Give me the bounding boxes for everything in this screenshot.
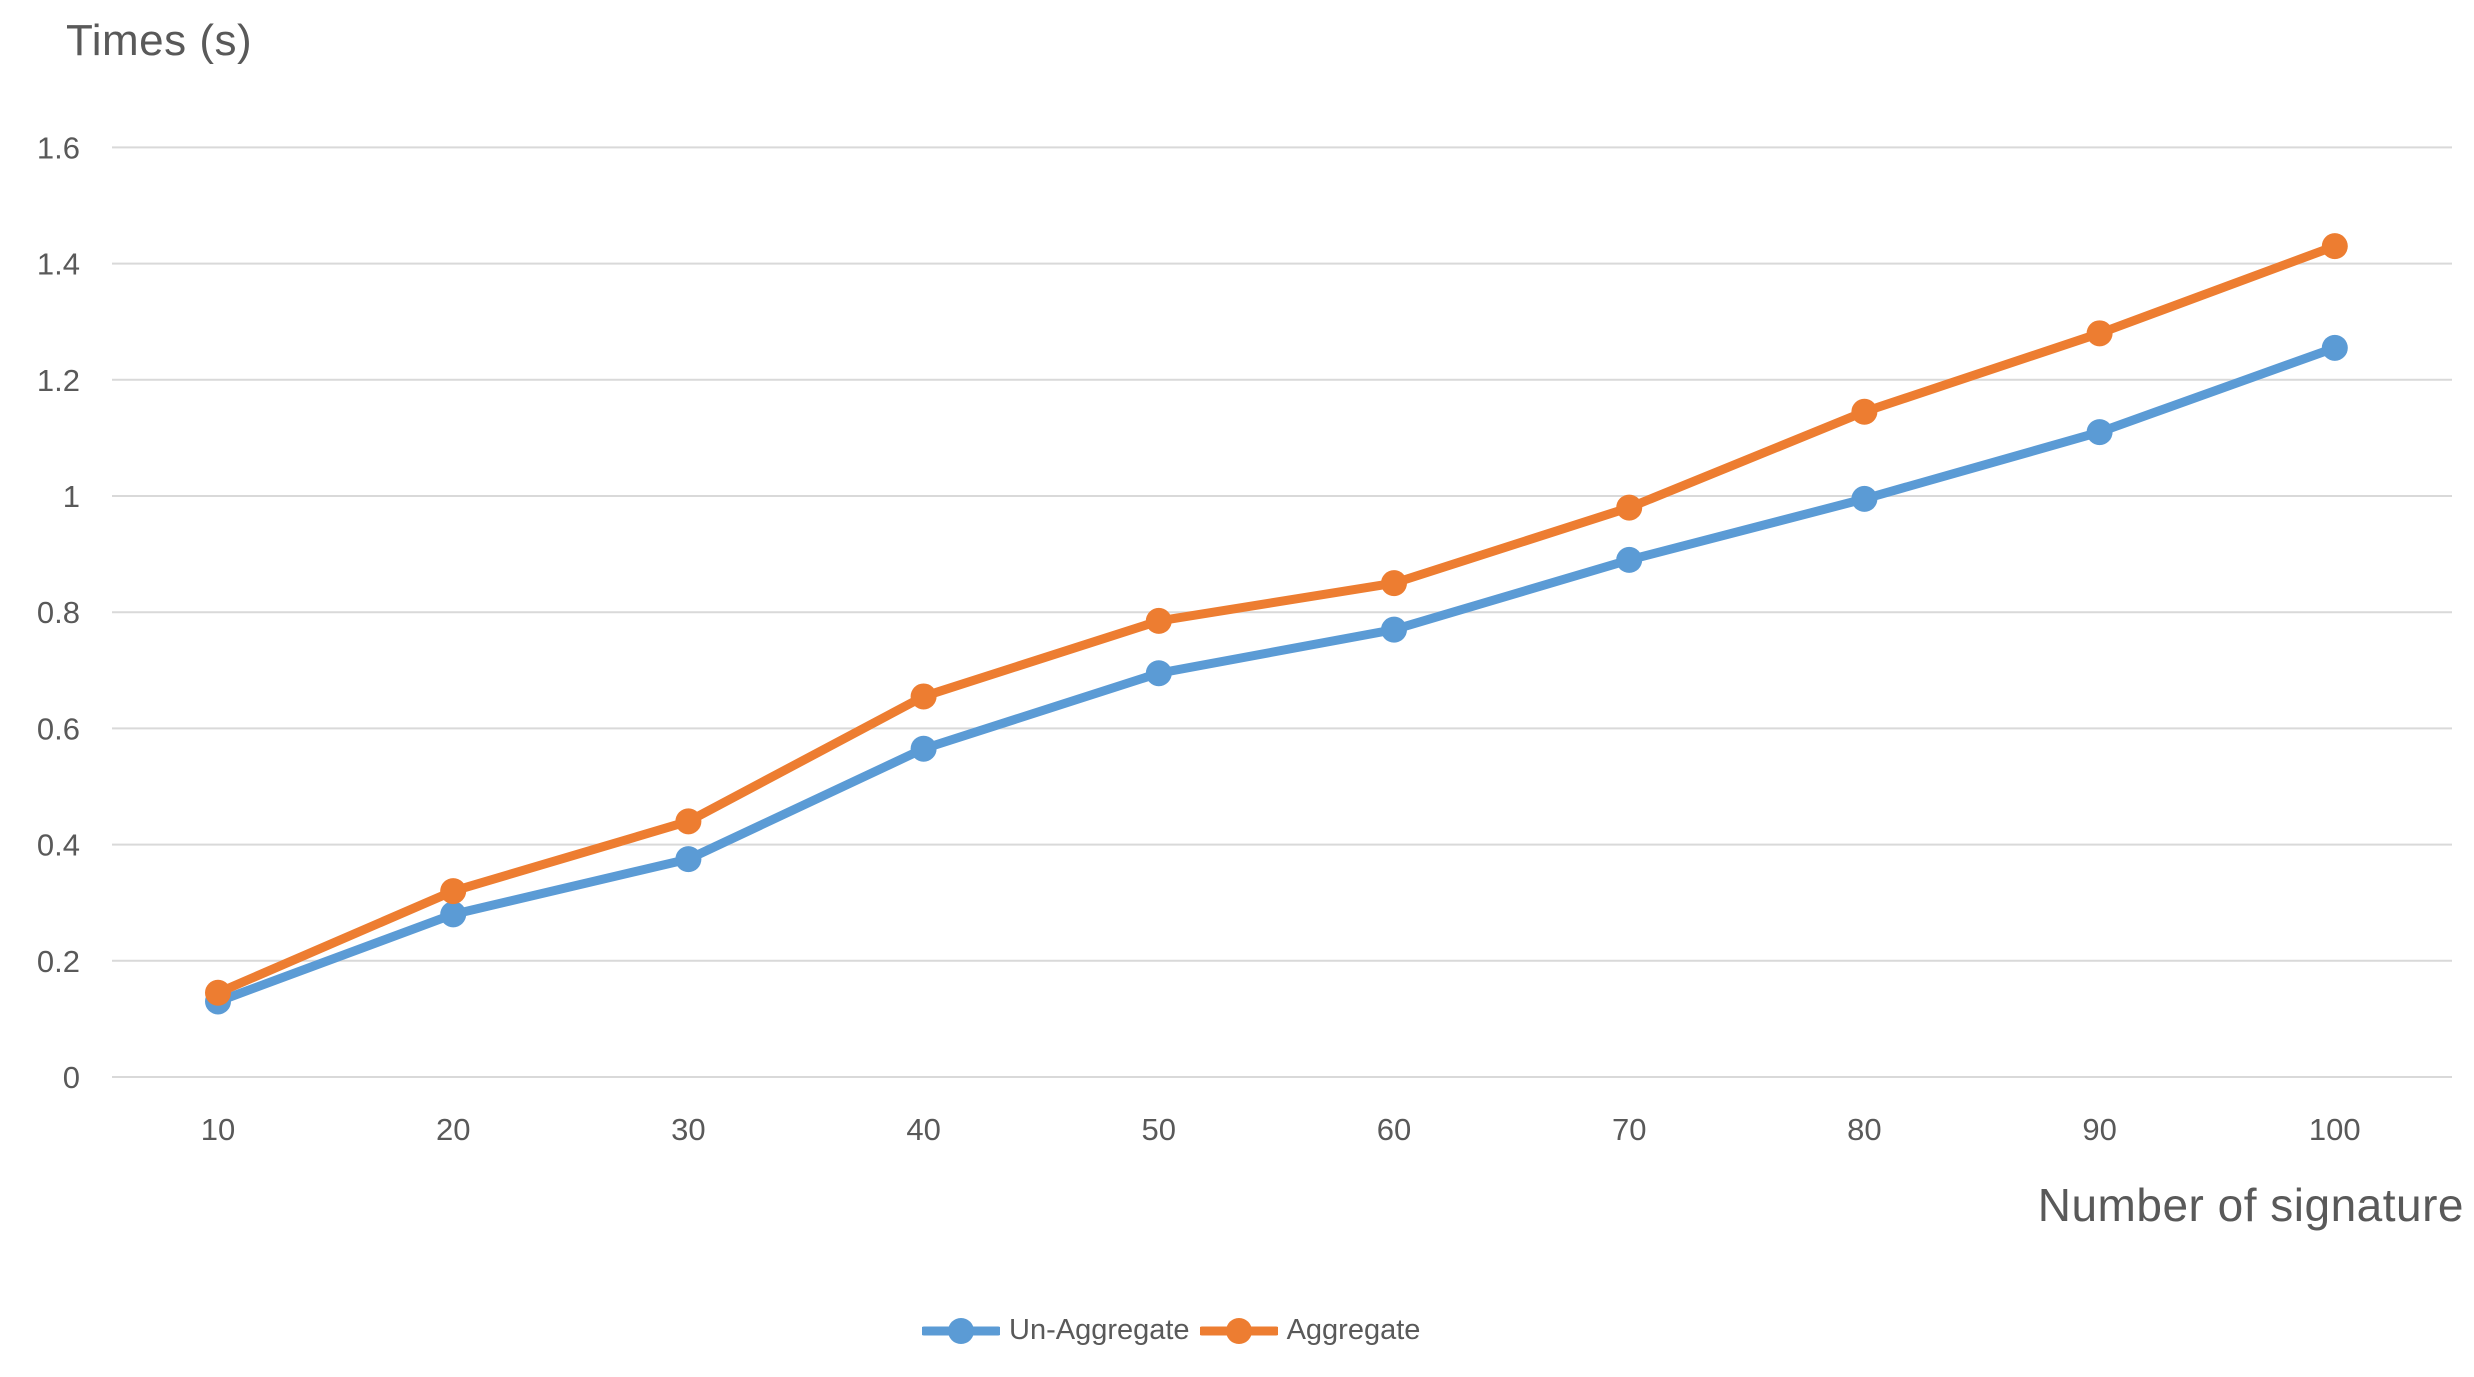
x-tick-label: 20 <box>436 1112 470 1147</box>
y-tick-label: 1.2 <box>37 363 80 398</box>
data-point-marker-un-aggregate <box>1381 616 1407 643</box>
line-marker-icon <box>922 1317 1000 1344</box>
data-point-marker-aggregate <box>910 683 937 710</box>
data-point-marker-aggregate <box>1381 570 1407 597</box>
legend-item-aggregate: Aggregate <box>1199 1314 1421 1347</box>
x-tick-label: 60 <box>1377 1112 1411 1147</box>
y-tick-label: 0.6 <box>37 711 80 746</box>
x-tick-label: 10 <box>201 1112 235 1147</box>
legend: Un-Aggregate Aggregate <box>922 1314 1420 1347</box>
data-point-marker-un-aggregate <box>1145 660 1172 687</box>
data-point-marker-un-aggregate <box>2086 419 2113 446</box>
y-tick-label: 0.2 <box>37 944 80 979</box>
y-tick-label: 1.6 <box>37 130 80 165</box>
data-point-marker-un-aggregate <box>910 735 937 762</box>
data-point-marker-un-aggregate <box>440 901 467 928</box>
y-axis-title: Times (s) <box>66 16 253 65</box>
legend-label-un-aggregate: Un-Aggregate <box>1009 1314 1190 1346</box>
series-line-un-aggregate <box>213 343 2340 1006</box>
data-point-marker-aggregate <box>1616 494 1643 521</box>
x-tick-label: 30 <box>671 1112 705 1147</box>
data-point-marker-un-aggregate <box>1616 546 1643 573</box>
y-tick-label: 0 <box>63 1060 80 1095</box>
y-tick-label: 1 <box>63 479 80 514</box>
data-point-marker-aggregate <box>1145 607 1172 634</box>
data-point-marker-un-aggregate <box>675 846 702 873</box>
x-tick-label: 80 <box>1847 1112 1881 1147</box>
x-axis-title: Number of signature <box>2037 1179 2464 1231</box>
data-point-marker-un-aggregate <box>2321 334 2348 361</box>
data-point-marker-aggregate <box>1851 398 1878 425</box>
data-point-marker-aggregate <box>440 878 467 905</box>
y-tick-label: 0.8 <box>37 595 80 630</box>
series-line-aggregate <box>213 241 2340 998</box>
x-tick-label: 100 <box>2309 1112 2361 1147</box>
data-point-marker-aggregate <box>205 979 231 1006</box>
data-point-marker-un-aggregate <box>1851 485 1878 512</box>
data-point-marker-aggregate <box>2086 320 2113 347</box>
legend-item-un-aggregate: Un-Aggregate <box>922 1314 1190 1347</box>
legend-label-aggregate: Aggregate <box>1286 1314 1421 1346</box>
line-marker-icon <box>1199 1317 1278 1344</box>
y-tick-label: 1.4 <box>37 247 80 282</box>
x-tick-label: 40 <box>906 1112 940 1147</box>
y-tick-label: 0.4 <box>37 828 80 863</box>
x-tick-label: 90 <box>2082 1112 2116 1147</box>
data-point-marker-aggregate <box>2321 233 2348 260</box>
x-tick-label: 50 <box>1142 1112 1176 1147</box>
data-point-marker-aggregate <box>675 808 702 835</box>
x-tick-label: 70 <box>1612 1112 1646 1147</box>
